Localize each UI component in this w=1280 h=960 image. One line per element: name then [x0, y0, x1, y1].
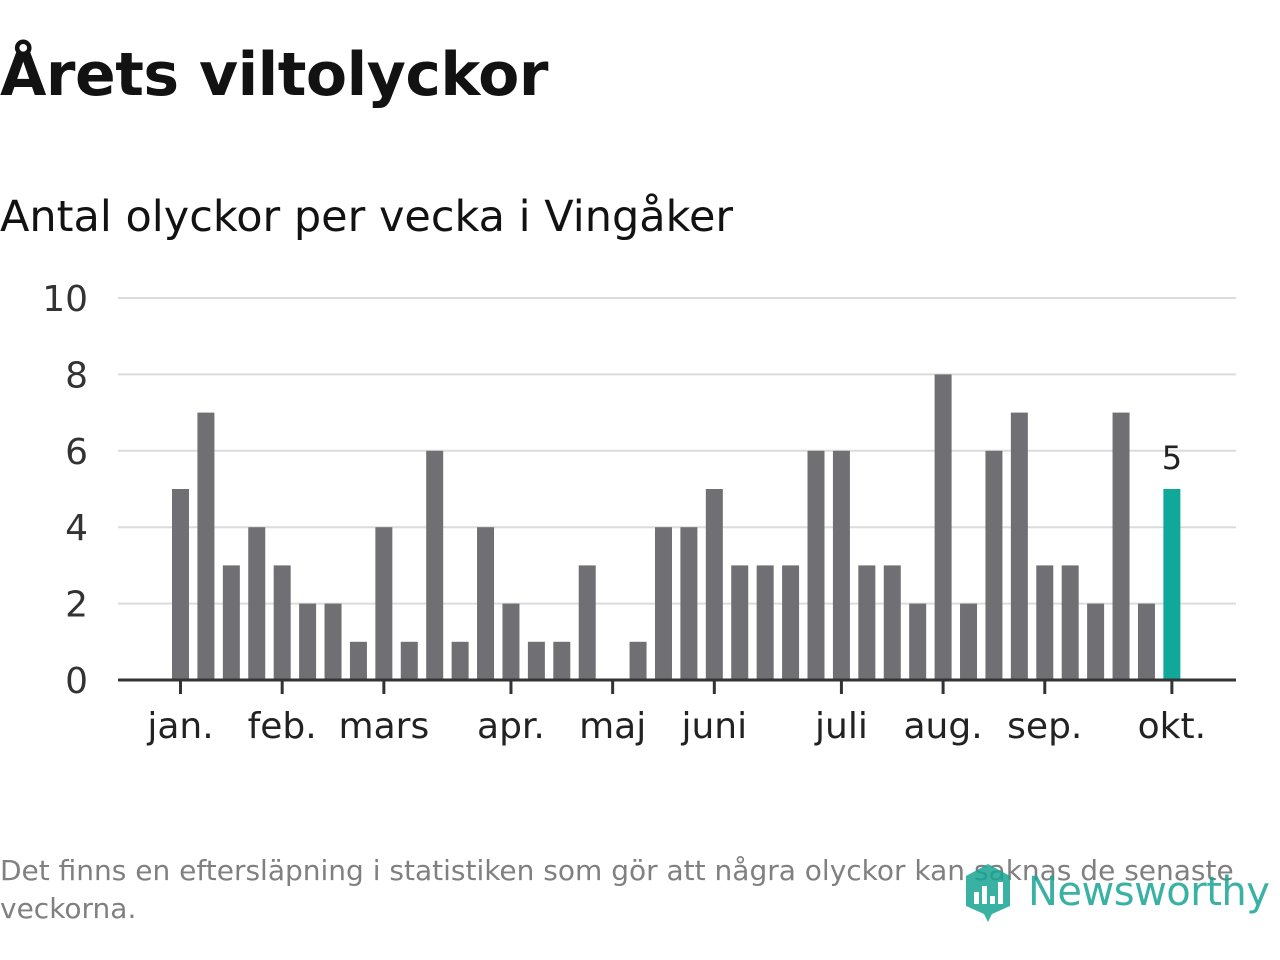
bar	[934, 374, 952, 680]
x-tick-label: aug.	[904, 706, 983, 747]
bar	[1010, 412, 1028, 680]
bar	[858, 565, 876, 680]
bar	[1036, 565, 1054, 680]
bar	[349, 641, 367, 680]
bars	[172, 374, 1181, 680]
bar	[782, 565, 800, 680]
bar	[324, 603, 342, 680]
bar	[1061, 565, 1079, 680]
y-tick-label: 10	[42, 279, 88, 320]
x-axis-ticks: jan. feb. mars apr. maj juni juli aug. sep. okt.	[146, 680, 1206, 747]
chart-subtitle: Antal olyckor per vecka i Vingåker	[0, 192, 734, 242]
bar	[654, 527, 672, 680]
x-tick-label: maj	[579, 706, 646, 747]
x-tick-label: jan.	[146, 706, 213, 747]
bar	[553, 641, 571, 680]
bar	[629, 641, 647, 680]
brand-name: Newsworthy	[1028, 869, 1270, 915]
bar	[248, 527, 266, 680]
bar	[578, 565, 596, 680]
bar	[909, 603, 927, 680]
bar	[960, 603, 978, 680]
brand-logo: Newsworthy	[962, 862, 1270, 922]
bar	[451, 641, 469, 680]
bar	[273, 565, 291, 680]
data-labels: 5	[1162, 439, 1182, 477]
x-tick-label: mars	[339, 706, 430, 747]
bar	[1087, 603, 1105, 680]
y-tick-label: 6	[65, 432, 88, 473]
bar	[222, 565, 240, 680]
bar	[197, 412, 215, 680]
bar	[985, 450, 1003, 680]
x-tick-label: apr.	[477, 706, 545, 747]
bar	[832, 450, 850, 680]
bar	[172, 489, 189, 680]
bar	[502, 603, 520, 680]
bar	[883, 565, 901, 680]
bar	[426, 450, 444, 680]
footnote: Det finns en eftersläpning i statistiken…	[0, 854, 1234, 925]
bar	[299, 603, 317, 680]
y-tick-label: 2	[65, 585, 88, 626]
data-label-last: 5	[1162, 439, 1182, 477]
gridlines	[118, 297, 1236, 605]
x-tick-label: feb.	[248, 706, 317, 747]
bar	[527, 641, 545, 680]
y-tick-label: 4	[65, 508, 88, 549]
bar	[400, 641, 418, 680]
bar-highlighted	[1163, 489, 1181, 680]
y-axis-ticks: 0 2 4 6 8 10	[42, 279, 88, 702]
y-tick-label: 0	[65, 661, 88, 702]
x-tick-label: juli	[814, 706, 868, 747]
x-tick-label: juni	[680, 706, 747, 747]
bar	[1112, 412, 1130, 680]
bar	[477, 527, 495, 680]
bar	[731, 565, 749, 680]
bar	[756, 565, 774, 680]
x-tick-label: sep.	[1007, 706, 1082, 747]
bar	[705, 489, 723, 680]
bar	[375, 527, 393, 680]
bar	[680, 527, 698, 680]
newsworthy-logo-icon	[966, 864, 1010, 922]
x-tick-label: okt.	[1138, 706, 1206, 747]
chart-title: Årets viltolyckor	[0, 40, 549, 110]
bar	[807, 450, 825, 680]
bar	[1137, 603, 1155, 680]
bar-chart: 0 2 4 6 8 10 jan. feb. mars apr. maj juni juli aug. s…	[42, 279, 1236, 747]
y-tick-label: 8	[65, 355, 88, 396]
